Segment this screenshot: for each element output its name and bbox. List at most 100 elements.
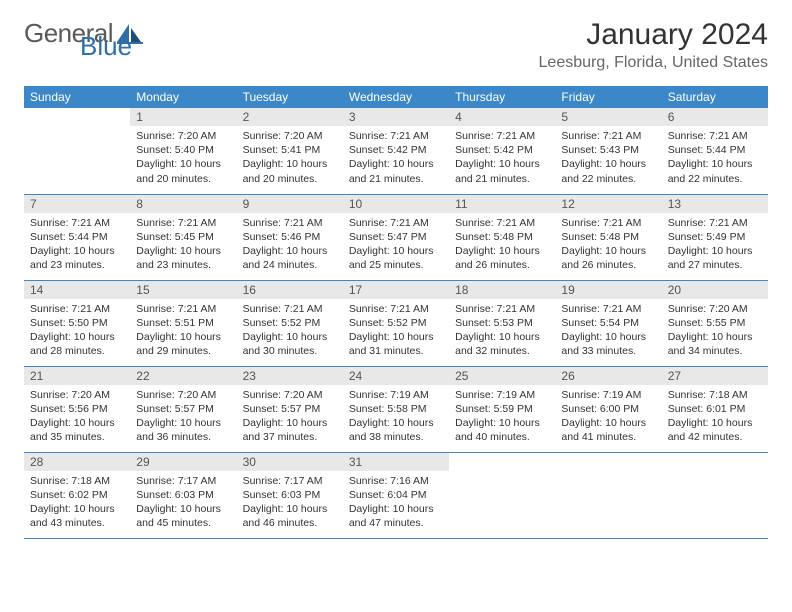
day-data: Sunrise: 7:19 AMSunset: 6:00 PMDaylight:… bbox=[555, 385, 661, 449]
day-number: 19 bbox=[555, 281, 661, 299]
calendar-day-cell: 24Sunrise: 7:19 AMSunset: 5:58 PMDayligh… bbox=[343, 366, 449, 452]
calendar-day-cell: 6Sunrise: 7:21 AMSunset: 5:44 PMDaylight… bbox=[662, 108, 768, 194]
logo: General Blue bbox=[24, 18, 143, 49]
day-number: 1 bbox=[130, 108, 236, 126]
calendar-day-cell: 23Sunrise: 7:20 AMSunset: 5:57 PMDayligh… bbox=[237, 366, 343, 452]
day-data: Sunrise: 7:21 AMSunset: 5:48 PMDaylight:… bbox=[449, 213, 555, 277]
calendar-day-cell: 13Sunrise: 7:21 AMSunset: 5:49 PMDayligh… bbox=[662, 194, 768, 280]
calendar-day-cell: 9Sunrise: 7:21 AMSunset: 5:46 PMDaylight… bbox=[237, 194, 343, 280]
day-number: 26 bbox=[555, 367, 661, 385]
calendar-day-cell: 20Sunrise: 7:20 AMSunset: 5:55 PMDayligh… bbox=[662, 280, 768, 366]
day-data: Sunrise: 7:18 AMSunset: 6:02 PMDaylight:… bbox=[24, 471, 130, 535]
header: General Blue January 2024 Leesburg, Flor… bbox=[24, 18, 768, 72]
calendar-day-cell: 16Sunrise: 7:21 AMSunset: 5:52 PMDayligh… bbox=[237, 280, 343, 366]
day-number: 2 bbox=[237, 108, 343, 126]
calendar-row: 14Sunrise: 7:21 AMSunset: 5:50 PMDayligh… bbox=[24, 280, 768, 366]
calendar-row: 21Sunrise: 7:20 AMSunset: 5:56 PMDayligh… bbox=[24, 366, 768, 452]
day-data: Sunrise: 7:21 AMSunset: 5:45 PMDaylight:… bbox=[130, 213, 236, 277]
day-data: Sunrise: 7:20 AMSunset: 5:41 PMDaylight:… bbox=[237, 126, 343, 190]
day-data: Sunrise: 7:20 AMSunset: 5:57 PMDaylight:… bbox=[237, 385, 343, 449]
calendar-row: 7Sunrise: 7:21 AMSunset: 5:44 PMDaylight… bbox=[24, 194, 768, 280]
weekday-header-row: SundayMondayTuesdayWednesdayThursdayFrid… bbox=[24, 86, 768, 108]
day-data: Sunrise: 7:21 AMSunset: 5:43 PMDaylight:… bbox=[555, 126, 661, 190]
calendar-day-cell: 26Sunrise: 7:19 AMSunset: 6:00 PMDayligh… bbox=[555, 366, 661, 452]
day-number: 14 bbox=[24, 281, 130, 299]
day-number: 6 bbox=[662, 108, 768, 126]
day-data: Sunrise: 7:21 AMSunset: 5:52 PMDaylight:… bbox=[237, 299, 343, 363]
calendar-day-cell: 1Sunrise: 7:20 AMSunset: 5:40 PMDaylight… bbox=[130, 108, 236, 194]
day-data: Sunrise: 7:17 AMSunset: 6:03 PMDaylight:… bbox=[237, 471, 343, 535]
day-number: 15 bbox=[130, 281, 236, 299]
day-number: 29 bbox=[130, 453, 236, 471]
calendar-day-cell: 19Sunrise: 7:21 AMSunset: 5:54 PMDayligh… bbox=[555, 280, 661, 366]
day-number: 22 bbox=[130, 367, 236, 385]
calendar-day-cell: 4Sunrise: 7:21 AMSunset: 5:42 PMDaylight… bbox=[449, 108, 555, 194]
day-data: Sunrise: 7:21 AMSunset: 5:53 PMDaylight:… bbox=[449, 299, 555, 363]
day-number: 18 bbox=[449, 281, 555, 299]
calendar-row: 28Sunrise: 7:18 AMSunset: 6:02 PMDayligh… bbox=[24, 452, 768, 538]
calendar-day-cell: 12Sunrise: 7:21 AMSunset: 5:48 PMDayligh… bbox=[555, 194, 661, 280]
calendar-day-cell: 14Sunrise: 7:21 AMSunset: 5:50 PMDayligh… bbox=[24, 280, 130, 366]
day-number: 10 bbox=[343, 195, 449, 213]
day-data: Sunrise: 7:21 AMSunset: 5:44 PMDaylight:… bbox=[662, 126, 768, 190]
calendar-day-cell: 5Sunrise: 7:21 AMSunset: 5:43 PMDaylight… bbox=[555, 108, 661, 194]
day-number: 12 bbox=[555, 195, 661, 213]
calendar-day-cell: 30Sunrise: 7:17 AMSunset: 6:03 PMDayligh… bbox=[237, 452, 343, 538]
calendar-day-cell: 27Sunrise: 7:18 AMSunset: 6:01 PMDayligh… bbox=[662, 366, 768, 452]
day-data: Sunrise: 7:21 AMSunset: 5:52 PMDaylight:… bbox=[343, 299, 449, 363]
calendar-day-cell: 17Sunrise: 7:21 AMSunset: 5:52 PMDayligh… bbox=[343, 280, 449, 366]
calendar-day-cell: 15Sunrise: 7:21 AMSunset: 5:51 PMDayligh… bbox=[130, 280, 236, 366]
day-number: 31 bbox=[343, 453, 449, 471]
logo-text-2: Blue bbox=[80, 31, 132, 62]
day-data: Sunrise: 7:20 AMSunset: 5:56 PMDaylight:… bbox=[24, 385, 130, 449]
calendar-day-cell: 31Sunrise: 7:16 AMSunset: 6:04 PMDayligh… bbox=[343, 452, 449, 538]
calendar-day-cell: 10Sunrise: 7:21 AMSunset: 5:47 PMDayligh… bbox=[343, 194, 449, 280]
day-number: 5 bbox=[555, 108, 661, 126]
calendar-empty-cell bbox=[449, 452, 555, 538]
calendar-day-cell: 22Sunrise: 7:20 AMSunset: 5:57 PMDayligh… bbox=[130, 366, 236, 452]
location: Leesburg, Florida, United States bbox=[539, 54, 768, 72]
day-number: 9 bbox=[237, 195, 343, 213]
day-number: 3 bbox=[343, 108, 449, 126]
day-number: 24 bbox=[343, 367, 449, 385]
day-data: Sunrise: 7:20 AMSunset: 5:55 PMDaylight:… bbox=[662, 299, 768, 363]
weekday-header: Sunday bbox=[24, 86, 130, 108]
day-data: Sunrise: 7:21 AMSunset: 5:46 PMDaylight:… bbox=[237, 213, 343, 277]
day-data: Sunrise: 7:17 AMSunset: 6:03 PMDaylight:… bbox=[130, 471, 236, 535]
calendar-empty-cell bbox=[662, 452, 768, 538]
day-data: Sunrise: 7:21 AMSunset: 5:42 PMDaylight:… bbox=[343, 126, 449, 190]
day-data: Sunrise: 7:18 AMSunset: 6:01 PMDaylight:… bbox=[662, 385, 768, 449]
calendar-row: 1Sunrise: 7:20 AMSunset: 5:40 PMDaylight… bbox=[24, 108, 768, 194]
calendar-day-cell: 25Sunrise: 7:19 AMSunset: 5:59 PMDayligh… bbox=[449, 366, 555, 452]
calendar-table: SundayMondayTuesdayWednesdayThursdayFrid… bbox=[24, 86, 768, 539]
day-data: Sunrise: 7:21 AMSunset: 5:42 PMDaylight:… bbox=[449, 126, 555, 190]
calendar-day-cell: 21Sunrise: 7:20 AMSunset: 5:56 PMDayligh… bbox=[24, 366, 130, 452]
day-data: Sunrise: 7:19 AMSunset: 5:58 PMDaylight:… bbox=[343, 385, 449, 449]
day-number: 13 bbox=[662, 195, 768, 213]
weekday-header: Friday bbox=[555, 86, 661, 108]
day-data: Sunrise: 7:21 AMSunset: 5:48 PMDaylight:… bbox=[555, 213, 661, 277]
day-number: 23 bbox=[237, 367, 343, 385]
day-data: Sunrise: 7:16 AMSunset: 6:04 PMDaylight:… bbox=[343, 471, 449, 535]
weekday-header: Thursday bbox=[449, 86, 555, 108]
calendar-day-cell: 29Sunrise: 7:17 AMSunset: 6:03 PMDayligh… bbox=[130, 452, 236, 538]
day-number: 21 bbox=[24, 367, 130, 385]
calendar-day-cell: 2Sunrise: 7:20 AMSunset: 5:41 PMDaylight… bbox=[237, 108, 343, 194]
calendar-empty-cell bbox=[24, 108, 130, 194]
month-title: January 2024 bbox=[539, 18, 768, 52]
calendar-day-cell: 7Sunrise: 7:21 AMSunset: 5:44 PMDaylight… bbox=[24, 194, 130, 280]
weekday-header: Wednesday bbox=[343, 86, 449, 108]
calendar-day-cell: 3Sunrise: 7:21 AMSunset: 5:42 PMDaylight… bbox=[343, 108, 449, 194]
calendar-empty-cell bbox=[555, 452, 661, 538]
day-data: Sunrise: 7:20 AMSunset: 5:40 PMDaylight:… bbox=[130, 126, 236, 190]
day-number: 4 bbox=[449, 108, 555, 126]
day-data: Sunrise: 7:21 AMSunset: 5:54 PMDaylight:… bbox=[555, 299, 661, 363]
day-data: Sunrise: 7:21 AMSunset: 5:50 PMDaylight:… bbox=[24, 299, 130, 363]
day-number: 28 bbox=[24, 453, 130, 471]
calendar-day-cell: 11Sunrise: 7:21 AMSunset: 5:48 PMDayligh… bbox=[449, 194, 555, 280]
calendar-day-cell: 28Sunrise: 7:18 AMSunset: 6:02 PMDayligh… bbox=[24, 452, 130, 538]
calendar-day-cell: 18Sunrise: 7:21 AMSunset: 5:53 PMDayligh… bbox=[449, 280, 555, 366]
day-number: 30 bbox=[237, 453, 343, 471]
day-number: 25 bbox=[449, 367, 555, 385]
day-data: Sunrise: 7:19 AMSunset: 5:59 PMDaylight:… bbox=[449, 385, 555, 449]
